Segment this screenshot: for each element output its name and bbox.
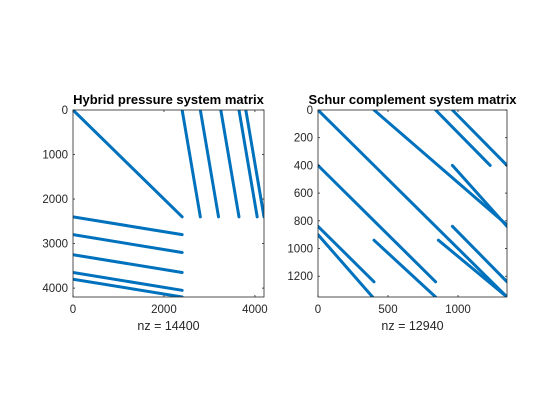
nonzero-band-7 bbox=[73, 215, 184, 237]
nonzero-band-11 bbox=[450, 224, 507, 284]
y-tick-label: 600 bbox=[294, 188, 313, 200]
y-tick-label: 200 bbox=[294, 133, 313, 145]
x-tick-label: 4000 bbox=[242, 304, 268, 316]
y-tick-label: 1000 bbox=[42, 150, 68, 162]
nonzero-band-4 bbox=[450, 110, 507, 167]
nonzero-band-1 bbox=[73, 110, 184, 219]
axes-box bbox=[72, 109, 265, 298]
nonzero-band-7 bbox=[318, 224, 376, 284]
nonzero-band-2 bbox=[372, 110, 507, 227]
nonzero-band-10 bbox=[73, 271, 184, 292]
nonzero-pattern bbox=[73, 110, 264, 297]
nonzero-band-8 bbox=[318, 233, 375, 297]
y-tick-label: 800 bbox=[294, 216, 313, 228]
y-tick-label: 2000 bbox=[42, 194, 68, 206]
x-tick-label: 0 bbox=[315, 304, 321, 316]
nonzero-band-11 bbox=[73, 277, 184, 297]
x-axis-label: nz = 14400 bbox=[137, 319, 199, 333]
nonzero-band-2 bbox=[180, 110, 202, 219]
nonzero-band-4 bbox=[219, 110, 241, 219]
y-tick-label: 400 bbox=[294, 160, 313, 172]
nonzero-band-6 bbox=[450, 163, 507, 228]
nonzero-band-3 bbox=[434, 110, 492, 167]
x-tick-label: 500 bbox=[378, 304, 397, 316]
chart-title: Hybrid pressure system matrix bbox=[73, 92, 265, 107]
nonzero-band-9 bbox=[73, 253, 184, 275]
nonzero-band-3 bbox=[198, 110, 221, 219]
x-tick-label: 0 bbox=[70, 304, 76, 316]
nonzero-band-9 bbox=[372, 238, 438, 297]
nonzero-band-10 bbox=[436, 238, 507, 297]
nonzero-band-6 bbox=[244, 110, 264, 219]
chart-title: Schur complement system matrix bbox=[308, 92, 517, 107]
x-axis-label: nz = 12940 bbox=[381, 319, 443, 333]
nonzero-band-5 bbox=[318, 163, 438, 284]
y-tick-label: 0 bbox=[62, 105, 68, 117]
x-tick-label: 1000 bbox=[445, 304, 471, 316]
nonzero-pattern bbox=[318, 110, 507, 297]
spy-chart-2: 0 500 1000 0 200 400 600 800 1000 1200 Schur compl… bbox=[287, 92, 517, 333]
nonzero-band-8 bbox=[73, 233, 184, 254]
y-tick-label: 0 bbox=[307, 105, 313, 117]
y-tick-label: 1200 bbox=[287, 271, 313, 283]
x-tick-label: 2000 bbox=[151, 304, 177, 316]
nonzero-band-5 bbox=[237, 110, 259, 219]
y-tick-label: 3000 bbox=[42, 239, 68, 251]
y-tick-label: 1000 bbox=[287, 244, 313, 256]
y-tick-label: 4000 bbox=[42, 283, 68, 295]
axes-box bbox=[317, 109, 508, 298]
nonzero-band-1 bbox=[318, 110, 507, 297]
